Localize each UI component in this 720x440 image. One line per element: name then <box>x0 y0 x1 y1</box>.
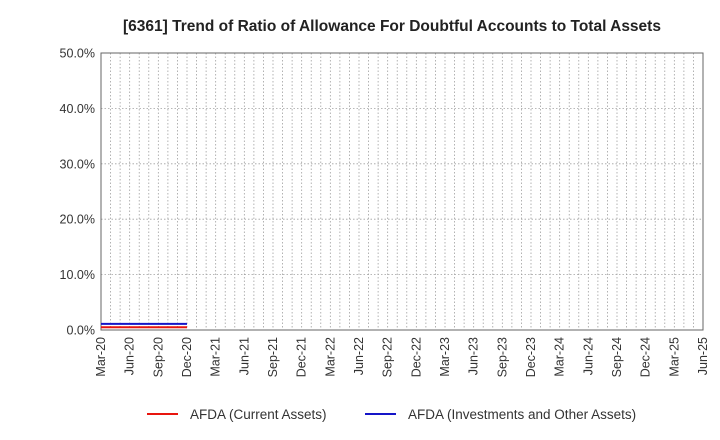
x-tick-label: Dec-20 <box>180 337 194 377</box>
x-tick-label: Dec-23 <box>524 337 538 377</box>
x-tick-label: Sep-22 <box>381 337 395 377</box>
y-tick-label: 30.0% <box>60 157 95 171</box>
y-tick-label: 10.0% <box>60 268 95 282</box>
y-axis: 0.0% 10.0% 20.0% 30.0% 40.0% 50.0% <box>60 47 95 338</box>
x-axis: Mar-20 Jun-20 Sep-20 Dec-20 Mar-21 Jun-21 Sep-… <box>94 337 710 377</box>
x-tick-label: Mar-23 <box>438 337 452 377</box>
x-tick-label: Sep-23 <box>495 337 509 377</box>
x-tick-label: Mar-21 <box>209 337 223 377</box>
x-tick-label: Dec-24 <box>639 337 653 377</box>
grid <box>100 52 704 331</box>
x-tick-label: Mar-22 <box>323 337 337 377</box>
y-tick-label: 50.0% <box>60 47 95 61</box>
y-tick-label: 20.0% <box>60 213 95 227</box>
x-tick-label: Dec-22 <box>409 337 423 377</box>
y-tick-label: 40.0% <box>60 102 95 116</box>
x-tick-label: Sep-20 <box>151 337 165 377</box>
x-tick-label: Sep-21 <box>266 337 280 377</box>
x-tick-label: Mar-24 <box>553 337 567 377</box>
legend: AFDA (Current Assets) AFDA (Investments a… <box>147 407 636 422</box>
legend-label-1: AFDA (Current Assets) <box>190 407 327 422</box>
x-tick-label: Mar-25 <box>667 337 681 377</box>
x-tick-label: Mar-20 <box>94 337 108 377</box>
chart-title: [6361] Trend of Ratio of Allowance For D… <box>123 18 661 35</box>
y-tick-label: 0.0% <box>67 324 96 338</box>
x-tick-label: Jun-20 <box>123 337 137 375</box>
x-tick-label: Jun-24 <box>581 337 595 375</box>
x-tick-label: Jun-22 <box>352 337 366 375</box>
x-tick-label: Dec-21 <box>295 337 309 377</box>
x-tick-label: Jun-23 <box>467 337 481 375</box>
series-layer <box>101 322 187 329</box>
x-tick-label: Sep-24 <box>610 337 624 377</box>
plot-frame <box>100 52 704 331</box>
x-tick-label: Jun-21 <box>237 337 251 375</box>
x-tick-label: Jun-25 <box>696 337 710 375</box>
legend-label-2: AFDA (Investments and Other Assets) <box>408 407 636 422</box>
